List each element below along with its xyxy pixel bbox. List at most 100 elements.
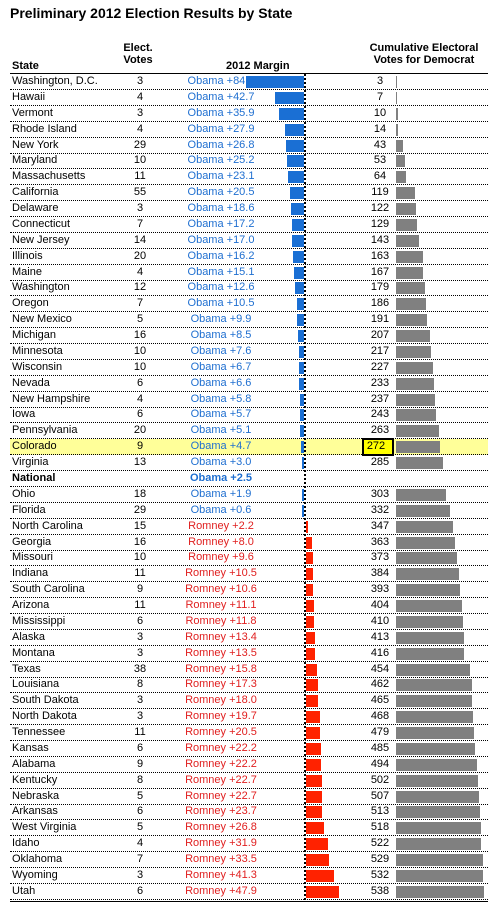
- cumulative-bar: [396, 441, 440, 454]
- cumulative-bar: [396, 298, 426, 311]
- row-divider: [10, 279, 488, 281]
- margin-bar: [306, 742, 321, 755]
- cumulative-value: 191: [370, 313, 390, 326]
- table-row: Maine 4 Obama +15.1 167: [10, 265, 488, 281]
- row-divider: [10, 644, 488, 646]
- state-name: Wyoming: [12, 869, 58, 881]
- electoral-votes: 4: [136, 392, 144, 405]
- state-name: Arizona: [12, 599, 50, 612]
- header-cumulative: Cumulative Electoral Votes for Democrat: [369, 42, 479, 66]
- margin-label: Obama +5.7: [190, 408, 252, 421]
- row-divider: [10, 168, 488, 170]
- cumulative-value: 217: [370, 344, 390, 357]
- margin-label: Romney +26.8: [185, 821, 257, 834]
- row-divider: [10, 390, 488, 392]
- electoral-votes: 16: [133, 329, 147, 342]
- state-name: New Mexico: [12, 313, 72, 326]
- cumulative-bar: [396, 203, 416, 216]
- header-electoral-votes: Elect. Votes: [123, 42, 153, 66]
- margin-bar: [300, 425, 304, 438]
- electoral-votes: 18: [133, 487, 147, 500]
- margin-label: Romney +10.6: [185, 583, 257, 596]
- row-divider: [10, 660, 488, 662]
- row-divider: [10, 454, 488, 456]
- table-row: Pennsylvania 20 Obama +5.1 263: [10, 423, 488, 440]
- row-divider: [10, 867, 488, 869]
- table-row: Utah 6 Romney +47.9 538: [10, 884, 488, 900]
- row-divider: [10, 104, 488, 106]
- row-divider: [10, 263, 488, 265]
- margin-bar: [293, 250, 304, 263]
- margin-bar: [306, 838, 328, 851]
- cumulative-value: 465: [370, 694, 390, 707]
- state-name: South Dakota: [12, 694, 79, 707]
- state-name: Tennessee: [12, 726, 66, 739]
- table-row: Kansas 6 Romney +22.2 485: [10, 741, 488, 757]
- electoral-votes: 10: [133, 360, 147, 373]
- state-name: Mississippi: [12, 614, 66, 627]
- table-row: Illinois 20 Obama +16.2 163: [10, 249, 488, 265]
- table-row: Arkansas 6 Romney +23.7 513: [10, 804, 488, 821]
- state-name: Connecticut: [12, 217, 71, 230]
- margin-label: Obama +35.9: [187, 106, 255, 119]
- electoral-votes: 6: [136, 805, 144, 818]
- cumulative-bar: [396, 504, 450, 517]
- cumulative-value: 122: [370, 202, 390, 215]
- margin-bar: [302, 488, 304, 501]
- row-divider: [10, 470, 488, 472]
- cumulative-value: 522: [370, 837, 390, 850]
- row-divider: [10, 120, 488, 122]
- row-divider: [10, 327, 488, 329]
- electoral-votes: 38: [133, 662, 147, 675]
- margin-label: Obama +18.6: [187, 202, 255, 215]
- table-row: Louisiana 8 Romney +17.3 462: [10, 677, 488, 694]
- margin-bar: [306, 870, 334, 882]
- row-divider: [10, 803, 488, 805]
- state-name: Rhode Island: [12, 122, 77, 135]
- electoral-votes: 10: [133, 154, 147, 167]
- electoral-votes: 12: [133, 281, 147, 294]
- electoral-votes: 10: [133, 344, 147, 357]
- table-row: Alaska 3 Romney +13.4 413: [10, 630, 488, 646]
- table-row: Rhode Island 4 Obama +27.9 14: [10, 122, 488, 138]
- table-row: Alabama 9 Romney +22.2 494: [10, 757, 488, 773]
- state-name: Illinois: [12, 249, 43, 262]
- margin-bar: [295, 282, 304, 295]
- margin-bar: [306, 806, 322, 819]
- row-divider: [10, 740, 488, 742]
- row-divider: [10, 184, 488, 186]
- cumulative-value: 507: [370, 789, 390, 802]
- cumulative-value: 384: [370, 567, 390, 580]
- margin-bar: [306, 711, 320, 724]
- cumulative-value: 404: [370, 599, 390, 612]
- margin-label: Romney +2.2: [188, 519, 254, 532]
- cumulative-value: 179: [370, 281, 390, 294]
- margin-bar: [279, 107, 304, 120]
- table-row: Georgia 16 Romney +8.0 363: [10, 535, 488, 551]
- state-name: Nevada: [12, 376, 50, 389]
- electoral-votes: 8: [136, 678, 144, 691]
- cumulative-value: 532: [370, 869, 390, 881]
- margin-bar: [306, 584, 313, 597]
- margin-bar: [306, 647, 315, 660]
- table-row: Hawaii 4 Obama +42.7 7: [10, 90, 488, 106]
- row-divider: [10, 374, 488, 376]
- electoral-votes: 5: [136, 821, 144, 834]
- margin-label: Obama +10.5: [187, 297, 255, 310]
- state-name: Missouri: [12, 551, 53, 564]
- table-row: North Carolina 15 Romney +2.2 347: [10, 519, 488, 535]
- table-row: Tennessee 11 Romney +20.5 479: [10, 725, 488, 742]
- row-divider: [10, 486, 488, 487]
- electoral-votes: 10: [133, 551, 147, 564]
- margin-bar: [306, 790, 322, 803]
- cumulative-value: 410: [370, 614, 390, 627]
- cumulative-bar: [396, 711, 473, 724]
- margin-bar: [294, 266, 304, 279]
- table-row: North Dakota 3 Romney +19.7 468: [10, 709, 488, 726]
- table-row: Oklahoma 7 Romney +33.5 529: [10, 852, 488, 869]
- cumulative-value: 53: [373, 154, 387, 167]
- cumulative-value: 272: [366, 440, 386, 453]
- table-row: New Mexico 5 Obama +9.9 191: [10, 312, 488, 329]
- electoral-votes: 3: [136, 869, 144, 881]
- electoral-votes: 7: [136, 217, 144, 230]
